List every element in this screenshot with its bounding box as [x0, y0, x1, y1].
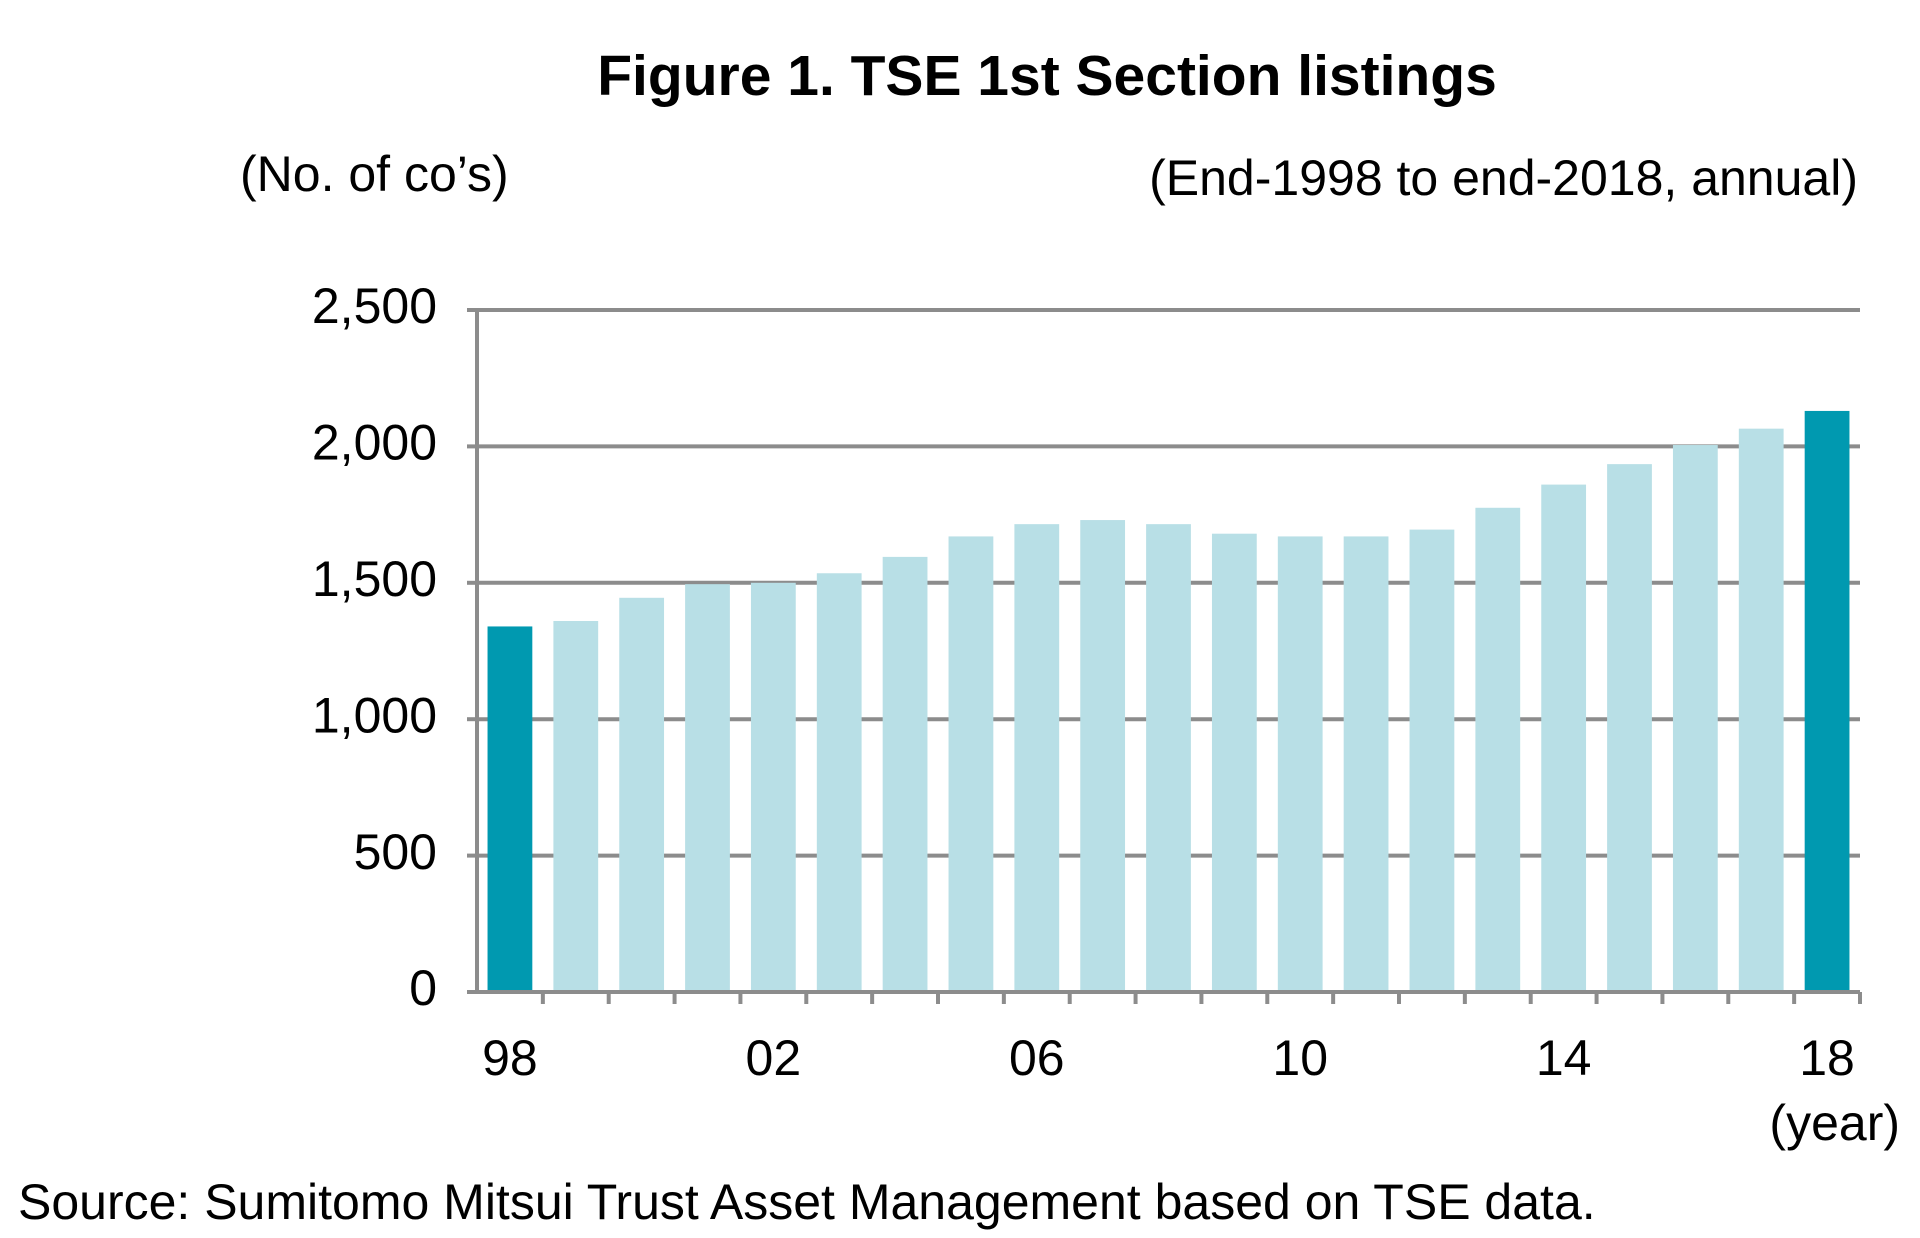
- y-tick-label: 2,500: [312, 278, 437, 334]
- y-axis-label: (No. of co’s): [240, 146, 509, 202]
- x-axis-label: (year): [1769, 1095, 1900, 1151]
- bar: [553, 620, 599, 992]
- y-tick-label: 2,000: [312, 415, 437, 471]
- bar: [1738, 428, 1784, 993]
- bar: [1146, 524, 1191, 992]
- x-tick-label: 18: [1799, 1030, 1855, 1086]
- bar: [487, 626, 533, 992]
- y-tick-label: 0: [409, 960, 437, 1016]
- bar: [1080, 520, 1126, 992]
- x-tick-label: 98: [482, 1030, 538, 1086]
- bar: [1541, 484, 1587, 992]
- x-tick-label: 14: [1536, 1030, 1592, 1086]
- x-tick-label: 06: [1009, 1030, 1065, 1086]
- bar: [1211, 533, 1257, 992]
- bar: [1343, 536, 1389, 992]
- subtitle: (End-1998 to end-2018, annual): [1149, 150, 1858, 206]
- y-tick-label: 1,000: [312, 687, 437, 743]
- bar: [1409, 529, 1455, 992]
- bar: [1804, 410, 1850, 992]
- y-tick-label: 1,500: [312, 551, 437, 607]
- bar: [948, 536, 994, 992]
- bar: [1475, 507, 1521, 992]
- bar: [750, 582, 796, 992]
- y-tick-label: 500: [354, 824, 437, 880]
- bar: [1672, 445, 1718, 992]
- bar: [882, 556, 928, 992]
- chart-title: Figure 1. TSE 1st Section listings: [597, 44, 1497, 108]
- bar: [685, 584, 730, 992]
- bar: [619, 597, 665, 992]
- bar: [1014, 524, 1060, 992]
- x-tick-label: 02: [746, 1030, 802, 1086]
- bar: [1607, 464, 1652, 993]
- x-tick-label: 10: [1272, 1030, 1328, 1086]
- bar: [816, 573, 862, 992]
- source-note: Source: Sumitomo Mitsui Trust Asset Mana…: [18, 1174, 1596, 1230]
- bar: [1277, 536, 1323, 992]
